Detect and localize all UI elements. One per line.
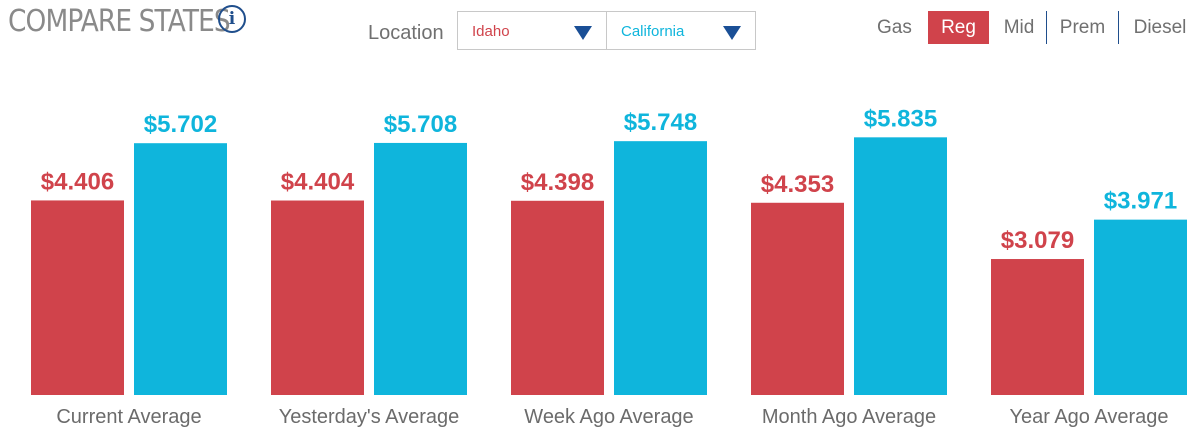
bar-value-label: $3.079 bbox=[1001, 227, 1074, 254]
category-label: Yesterday's Average bbox=[279, 406, 460, 428]
gas-separator bbox=[1046, 11, 1047, 44]
location-select-b[interactable]: California bbox=[606, 11, 756, 50]
gas-type-diesel-button[interactable]: Diesel bbox=[1133, 17, 1187, 38]
location-select-a-value: Idaho bbox=[472, 23, 510, 40]
bar-value-label: $4.353 bbox=[761, 171, 834, 198]
bar-california-4 bbox=[1094, 219, 1187, 395]
bar-idaho-4 bbox=[991, 259, 1084, 395]
gas-type-prem-button[interactable]: Prem bbox=[1059, 17, 1106, 38]
chevron-down-icon bbox=[723, 26, 741, 40]
category-label: Year Ago Average bbox=[1009, 406, 1168, 428]
bar-california-0 bbox=[134, 143, 227, 395]
chevron-down-icon bbox=[574, 26, 592, 40]
gas-label: Gas bbox=[877, 17, 912, 38]
bar-california-2 bbox=[614, 141, 707, 395]
bar-value-label: $3.971 bbox=[1104, 188, 1177, 215]
bar-value-label: $5.748 bbox=[624, 109, 697, 136]
bar-value-label: $4.398 bbox=[521, 169, 594, 196]
bar-idaho-0 bbox=[31, 200, 124, 395]
category-label: Month Ago Average bbox=[762, 406, 936, 428]
category-label: Week Ago Average bbox=[524, 406, 693, 428]
info-icon[interactable]: i bbox=[218, 5, 246, 33]
bar-california-1 bbox=[374, 142, 467, 395]
bar-value-label: $4.404 bbox=[281, 169, 355, 196]
location-select-a[interactable]: Idaho bbox=[457, 11, 607, 50]
gas-separator bbox=[1118, 11, 1119, 44]
bar-value-label: $4.406 bbox=[41, 168, 114, 195]
location-select-b-value: California bbox=[621, 23, 685, 40]
bar-value-label: $5.708 bbox=[384, 111, 457, 138]
bar-california-3 bbox=[854, 137, 947, 395]
location-label: Location bbox=[368, 22, 444, 44]
page-title: COMPARE STATES bbox=[8, 4, 231, 39]
bar-idaho-1 bbox=[271, 200, 364, 395]
bar-idaho-2 bbox=[511, 200, 604, 395]
bar-value-label: $5.835 bbox=[864, 105, 937, 132]
gas-type-reg-button[interactable]: Reg bbox=[928, 11, 989, 44]
bar-value-label: $5.702 bbox=[144, 111, 217, 138]
bar-idaho-3 bbox=[751, 202, 844, 395]
category-label: Current Average bbox=[56, 406, 201, 428]
gas-type-mid-button[interactable]: Mid bbox=[1003, 17, 1035, 38]
